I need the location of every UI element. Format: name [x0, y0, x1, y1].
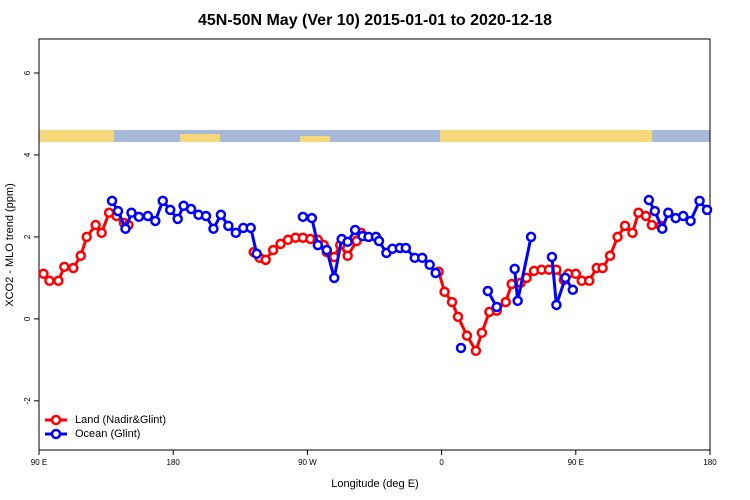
point: [306, 212, 318, 224]
point: [81, 231, 92, 243]
point: [525, 231, 537, 243]
point: [512, 295, 523, 307]
point: [646, 219, 658, 231]
point: [90, 219, 101, 231]
point: [657, 223, 668, 234]
point: [416, 252, 428, 264]
point: [312, 239, 324, 251]
point: [133, 211, 145, 223]
point: [551, 299, 562, 311]
point: [461, 330, 473, 341]
x-axis-label: Longitude (deg E): [331, 478, 418, 490]
point: [482, 285, 494, 297]
chart-title: 45N-50N May (Ver 10) 2015-01-01 to 2020-…: [198, 12, 552, 29]
point: [200, 210, 212, 222]
point: [150, 215, 161, 227]
point: [267, 244, 279, 256]
point: [424, 259, 435, 271]
point: [619, 220, 631, 232]
point: [251, 248, 262, 259]
point: [230, 227, 242, 239]
point: [260, 254, 271, 266]
point: [75, 250, 87, 262]
point: [430, 267, 441, 279]
point: [245, 222, 256, 234]
point: [546, 251, 558, 263]
legend-marker: [50, 414, 62, 426]
point: [649, 205, 661, 217]
point: [439, 286, 450, 298]
map-strip: [39, 130, 710, 142]
x-tick-label: 180: [703, 458, 717, 467]
point: [570, 268, 582, 280]
point: [342, 250, 353, 262]
point: [491, 301, 503, 313]
point: [643, 194, 655, 206]
point: [604, 250, 616, 262]
point: [53, 275, 64, 287]
point: [560, 272, 571, 284]
point: [215, 209, 227, 221]
point: [685, 215, 696, 227]
point: [142, 210, 154, 222]
x-tick-label: 0: [439, 458, 444, 467]
y-tick-label: 2: [23, 234, 32, 239]
point: [509, 263, 520, 275]
point: [470, 345, 482, 357]
point: [476, 327, 488, 339]
point: [694, 195, 705, 207]
point: [68, 262, 79, 274]
legend-marker: [50, 428, 62, 440]
point: [275, 238, 286, 250]
point: [164, 204, 176, 216]
point: [701, 204, 713, 216]
point: [640, 210, 652, 222]
point: [627, 227, 638, 239]
point: [662, 207, 674, 218]
point: [452, 311, 464, 323]
y-tick-label: 0: [23, 316, 32, 321]
point: [342, 236, 353, 248]
plot-frame: [38, 38, 711, 451]
point: [349, 224, 361, 236]
point: [567, 284, 579, 296]
x-tick-label: 90 E: [31, 458, 47, 467]
point: [126, 207, 137, 218]
x-tick-label: 90 E: [568, 458, 584, 467]
point: [59, 261, 70, 273]
point: [373, 235, 385, 247]
point: [44, 275, 55, 287]
point: [455, 342, 467, 354]
y-tick-label: 6: [23, 70, 32, 75]
x-tick-label: 90 W: [298, 458, 317, 467]
point: [96, 227, 107, 239]
x-tick-label: 180: [167, 458, 181, 467]
point: [583, 275, 595, 287]
point: [328, 272, 340, 284]
point: [597, 262, 608, 274]
point: [297, 211, 309, 223]
point: [172, 213, 183, 225]
point: [106, 195, 118, 207]
point: [321, 244, 333, 256]
point: [157, 195, 169, 207]
point: [677, 210, 689, 222]
point: [185, 203, 197, 215]
legend-label: Ocean (Glint): [75, 428, 140, 440]
point: [612, 231, 623, 243]
legend-label: Land (Nadir&Glint): [75, 414, 166, 426]
point: [120, 223, 131, 234]
point: [38, 268, 49, 280]
point: [223, 220, 234, 232]
y-axis-label: XCO2 - MLO trend (ppm): [4, 183, 16, 306]
point: [112, 205, 124, 217]
y-tick-label: 4: [23, 152, 32, 157]
point: [400, 242, 412, 254]
point: [446, 296, 458, 308]
point: [500, 296, 511, 308]
y-tick-label: -2: [23, 397, 32, 405]
point: [208, 223, 219, 234]
